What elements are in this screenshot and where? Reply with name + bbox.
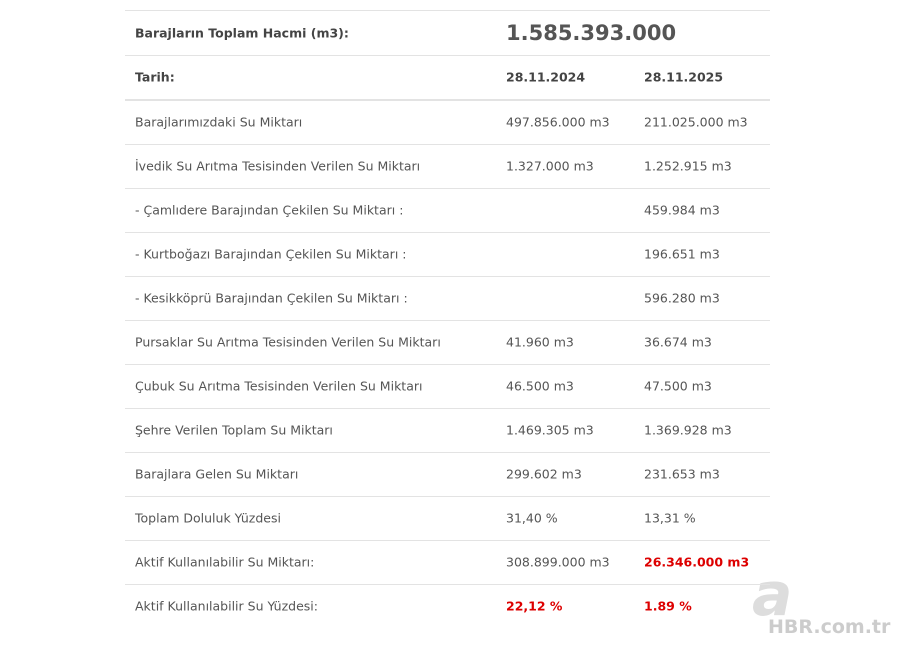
row-value: 1.252.915 m3 bbox=[644, 158, 732, 174]
row-divider bbox=[125, 276, 770, 277]
row-divider bbox=[125, 144, 770, 145]
row-value: 31,40 % bbox=[506, 510, 558, 526]
row-label: İvedik Su Arıtma Tesisinden Verilen Su M… bbox=[135, 158, 421, 174]
watermark-logo: a bbox=[752, 560, 793, 630]
column-label: Tarih: bbox=[135, 69, 175, 85]
row-divider bbox=[125, 496, 770, 497]
row-label: - Çamlıdere Barajından Çekilen Su Miktar… bbox=[135, 202, 404, 218]
row-label: Pursaklar Su Arıtma Tesisinden Verilen S… bbox=[135, 334, 441, 350]
row-label: Çubuk Su Arıtma Tesisinden Verilen Su Mi… bbox=[135, 378, 423, 394]
row-divider bbox=[125, 232, 770, 233]
column-date: 28.11.2024 bbox=[506, 69, 586, 85]
row-label: - Kesikköprü Barajından Çekilen Su Mikta… bbox=[135, 290, 408, 306]
row-value: 13,31 % bbox=[644, 510, 696, 526]
row-divider bbox=[125, 452, 770, 453]
row-label: - Kurtboğazı Barajından Çekilen Su Mikta… bbox=[135, 246, 407, 262]
row-divider bbox=[125, 10, 770, 11]
row-label: Şehre Verilen Toplam Su Miktarı bbox=[135, 422, 333, 438]
row-value: 1.469.305 m3 bbox=[506, 422, 594, 438]
row-value: 22,12 % bbox=[506, 598, 563, 614]
row-value: 497.856.000 m3 bbox=[506, 114, 610, 130]
row-divider bbox=[125, 540, 770, 541]
header-label: Barajların Toplam Hacmi (m3): bbox=[135, 25, 349, 41]
row-value: 46.500 m3 bbox=[506, 378, 574, 394]
row-value: 36.674 m3 bbox=[644, 334, 712, 350]
watermark-text: HBR.com.tr bbox=[768, 616, 891, 638]
row-value: 459.984 m3 bbox=[644, 202, 720, 218]
row-divider bbox=[125, 55, 770, 56]
row-value: 308.899.000 m3 bbox=[506, 554, 610, 570]
row-divider bbox=[125, 364, 770, 365]
row-divider bbox=[125, 100, 770, 101]
row-value: 47.500 m3 bbox=[644, 378, 712, 394]
row-value: 41.960 m3 bbox=[506, 334, 574, 350]
row-label: Barajlarımızdaki Su Miktarı bbox=[135, 114, 303, 130]
row-value: 1.369.928 m3 bbox=[644, 422, 732, 438]
header-value: 1.585.393.000 bbox=[506, 21, 677, 45]
row-value: 1.89 % bbox=[644, 598, 692, 614]
row-value: 1.327.000 m3 bbox=[506, 158, 594, 174]
row-divider bbox=[125, 99, 770, 100]
row-label: Barajlara Gelen Su Miktarı bbox=[135, 466, 299, 482]
row-value: 26.346.000 m3 bbox=[644, 554, 750, 570]
column-date: 28.11.2025 bbox=[644, 69, 724, 85]
row-value: 196.651 m3 bbox=[644, 246, 720, 262]
row-label: Aktif Kullanılabilir Su Miktarı: bbox=[135, 554, 315, 570]
row-divider bbox=[125, 188, 770, 189]
row-value: 299.602 m3 bbox=[506, 466, 582, 482]
row-divider bbox=[125, 584, 770, 585]
row-value: 211.025.000 m3 bbox=[644, 114, 748, 130]
row-value: 231.653 m3 bbox=[644, 466, 720, 482]
row-divider bbox=[125, 408, 770, 409]
row-value: 596.280 m3 bbox=[644, 290, 720, 306]
row-label: Toplam Doluluk Yüzdesi bbox=[135, 510, 281, 526]
row-label: Aktif Kullanılabilir Su Yüzdesi: bbox=[135, 598, 318, 614]
row-divider bbox=[125, 320, 770, 321]
